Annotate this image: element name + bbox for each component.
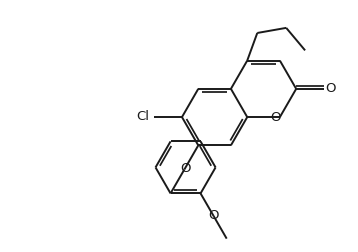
Text: O: O — [326, 82, 336, 95]
Text: O: O — [208, 209, 219, 222]
Text: O: O — [271, 111, 281, 123]
Text: O: O — [180, 162, 191, 175]
Text: Cl: Cl — [136, 110, 149, 123]
